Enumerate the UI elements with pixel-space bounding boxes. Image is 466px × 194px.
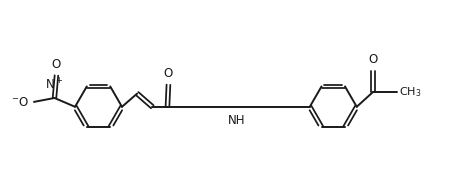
- Text: N$^+$: N$^+$: [45, 78, 64, 93]
- Text: NH: NH: [227, 114, 245, 127]
- Text: O: O: [368, 53, 377, 66]
- Text: O: O: [52, 58, 61, 71]
- Text: $^{-}$O: $^{-}$O: [11, 96, 29, 109]
- Text: CH$_3$: CH$_3$: [399, 85, 422, 99]
- Text: O: O: [164, 67, 173, 80]
